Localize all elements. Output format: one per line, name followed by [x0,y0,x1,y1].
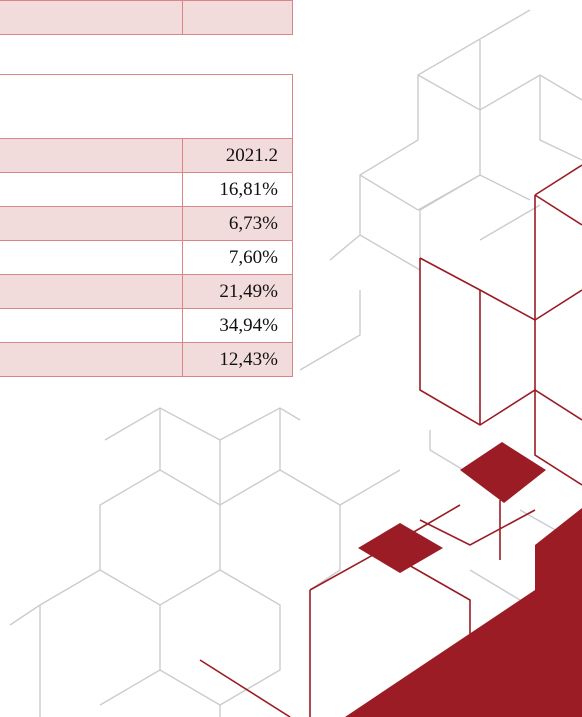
table-value: 12,43% [182,342,293,377]
table-cell [0,274,183,309]
table-cell [182,0,293,35]
table-cell [0,342,183,377]
table-value: 21,49% [182,274,293,309]
table-value: 16,81% [182,172,293,207]
table-value: 7,60% [182,240,293,275]
table-value: 34,94% [182,308,293,343]
table-cell [0,0,183,35]
table-value: 6,73% [182,206,293,241]
red-diamond [460,442,546,503]
table-cell [0,206,183,241]
table-cell [0,138,183,173]
table-value: 2021.2 [182,138,293,173]
table-header-cell [0,74,293,139]
table-cell [0,308,183,343]
table-cell [0,172,183,207]
red-diamond [358,523,443,573]
table-cell [0,240,183,275]
page: 2021.216,81%6,73%7,60%21,49%34,94%12,43%… [0,0,582,717]
